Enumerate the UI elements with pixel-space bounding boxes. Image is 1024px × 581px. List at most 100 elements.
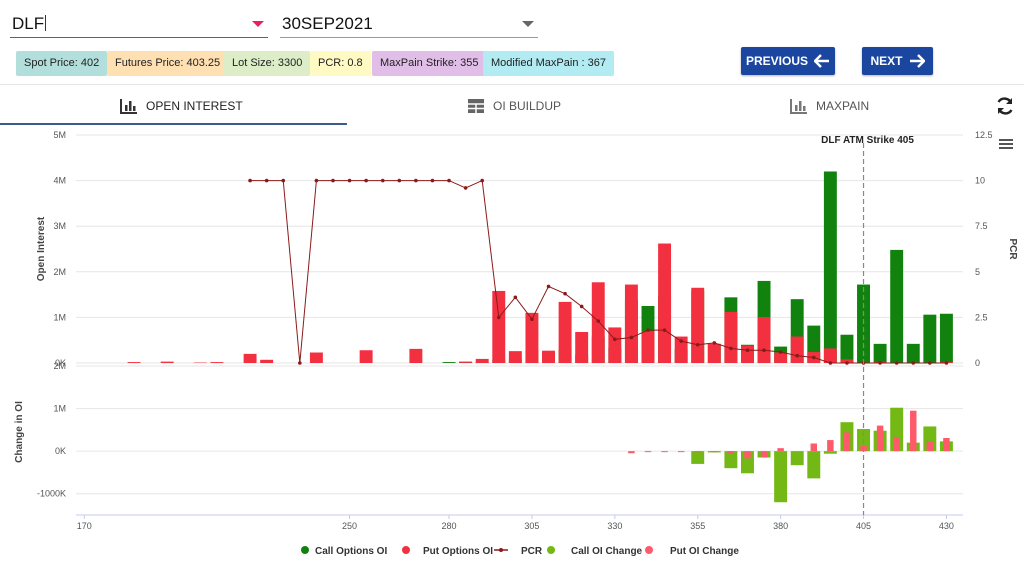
y-tick-label: 4M <box>53 176 66 186</box>
put-oi-change-bar <box>711 451 718 453</box>
previous-label: PREVIOUS <box>745 54 808 68</box>
put-oi-bar <box>774 352 788 363</box>
y-tick-label: 2M <box>53 267 66 277</box>
pcr-point <box>762 348 766 353</box>
tab-maxpain[interactable]: MAXPAIN <box>790 88 869 124</box>
pcr-point <box>629 335 634 340</box>
put-oi-bar <box>658 243 672 363</box>
put-oi-change-bar <box>644 451 652 453</box>
put-oi-change-bar <box>628 451 635 454</box>
pcr-point <box>745 348 750 353</box>
x-tick-label: 305 <box>524 521 539 531</box>
x-tick-label: 430 <box>939 521 954 531</box>
expiry-select[interactable]: 30SEP2021 <box>280 10 538 38</box>
pcr-point <box>811 355 816 360</box>
previous-button[interactable]: PREVIOUS <box>741 47 835 75</box>
y-tick-label: 1M <box>53 312 66 322</box>
put-oi-bar <box>674 336 688 363</box>
pcr-point <box>248 178 252 183</box>
put-oi-change-bar <box>744 451 751 459</box>
legend-label: PCR <box>521 546 543 557</box>
pcr-point <box>347 178 352 183</box>
symbol-select[interactable]: DLF <box>10 10 268 38</box>
put-oi-change-bar <box>661 451 668 453</box>
legend-label: Put Options OI <box>423 546 493 557</box>
put-oi-bar <box>508 351 522 363</box>
put-oi-bar <box>691 287 705 363</box>
tab-open-interest[interactable]: OPEN INTEREST <box>120 88 243 124</box>
pcr-point <box>397 178 402 183</box>
put-oi-bar <box>741 345 754 363</box>
call-oi-bar <box>939 313 953 363</box>
chevron-down-icon[interactable] <box>252 21 264 27</box>
pcr-point <box>911 361 916 365</box>
pcr-point <box>646 328 650 332</box>
put-oi-bar <box>724 311 738 363</box>
put-oi-change-bar <box>760 451 768 458</box>
tab-label: OI BUILDUP <box>493 99 562 113</box>
y-tick-label: 5M <box>53 130 66 140</box>
y-axis-title: Change in OI <box>14 401 25 463</box>
put-oi-bar <box>790 336 804 363</box>
put-oi-bar <box>359 350 373 363</box>
legend-label: Call OI Change <box>571 546 643 557</box>
y2-tick-label: 5 <box>975 267 980 277</box>
put-oi-bar <box>542 350 555 363</box>
put-oi-bar <box>525 312 539 363</box>
next-label: NEXT <box>870 54 903 68</box>
x-tick-label: 170 <box>77 521 92 531</box>
pcr-point <box>596 319 601 323</box>
pcr-point <box>878 361 882 365</box>
put-oi-change-bar <box>893 437 900 452</box>
put-oi-bar <box>309 352 323 363</box>
call-oi-bar <box>823 171 837 363</box>
put-oi-bar <box>409 348 423 363</box>
pcr-point <box>613 337 617 342</box>
pcr-point <box>447 178 451 183</box>
y-tick-label: -1000K <box>37 489 66 499</box>
table-icon <box>468 99 484 113</box>
pcr-point <box>695 342 700 347</box>
put-oi-bar <box>160 361 174 363</box>
put-oi-change-bar <box>810 443 818 452</box>
pcr-point <box>894 361 899 365</box>
menu-icon[interactable] <box>999 138 1013 150</box>
call-oi-bar <box>840 334 854 363</box>
put-oi-bar <box>459 362 473 363</box>
put-oi-change-bar <box>677 451 685 453</box>
put-oi-change-bar <box>694 451 701 453</box>
pcr-point <box>928 361 932 365</box>
bar-chart-icon <box>120 99 137 114</box>
call-oi-change-bar <box>774 451 788 503</box>
put-oi-bar <box>243 353 257 363</box>
put-oi-bar <box>757 316 771 363</box>
legend-marker <box>402 546 410 554</box>
call-oi-change-bar <box>790 451 804 466</box>
put-oi-bar <box>823 348 837 363</box>
next-button[interactable]: NEXT <box>862 47 933 75</box>
refresh-icon[interactable] <box>995 96 1015 116</box>
tab-oi-buildup[interactable]: OI BUILDUP <box>467 88 561 124</box>
call-oi-change-bar <box>724 451 738 469</box>
legend-marker <box>499 548 503 552</box>
put-oi-bar <box>492 290 506 363</box>
spot-price-badge: Spot Price: 402 <box>16 51 108 76</box>
legend-marker <box>547 546 555 554</box>
x-tick-label: 280 <box>442 521 457 531</box>
pcr-point <box>679 339 683 343</box>
put-oi-bar <box>608 327 622 363</box>
put-oi-bar <box>127 362 141 363</box>
atm-strike-label: DLF ATM Strike 405 <box>821 135 914 146</box>
y2-tick-label: 12.5 <box>975 130 993 140</box>
call-oi-change-bar <box>823 451 837 454</box>
arrow-left-icon <box>814 54 829 68</box>
y-tick-label: 2M <box>53 361 66 371</box>
legend-marker <box>301 546 309 554</box>
call-oi-bar <box>906 343 920 363</box>
pcr-point <box>364 178 368 183</box>
put-oi-change-bar <box>777 448 784 452</box>
pcr-point <box>729 346 733 351</box>
pcr-point <box>480 178 484 183</box>
y-tick-label: 0K <box>55 358 66 368</box>
chevron-down-icon[interactable] <box>522 21 534 27</box>
